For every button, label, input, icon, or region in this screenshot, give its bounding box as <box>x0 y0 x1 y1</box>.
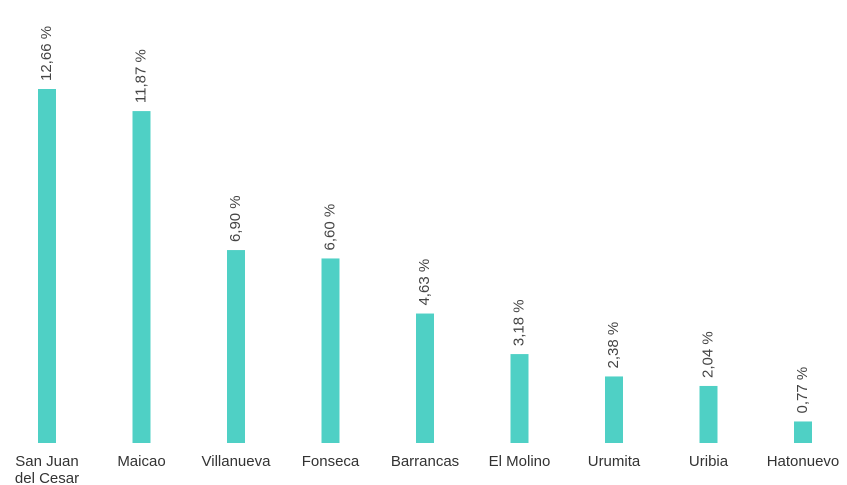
bar <box>605 376 623 443</box>
value-label: 2,04 % <box>699 331 716 378</box>
x-tick-label: Barrancas <box>390 453 460 470</box>
value-label: 0,77 % <box>794 367 811 414</box>
bar <box>227 250 245 443</box>
x-tick-label: Hatonuevo <box>766 453 840 470</box>
x-tick-label: Villanueva <box>201 453 271 470</box>
bar <box>38 89 56 443</box>
value-label: 12,66 % <box>38 26 55 81</box>
bar <box>794 421 812 443</box>
bar <box>510 354 529 443</box>
x-tick-label: Fonseca <box>301 453 360 470</box>
value-label: 6,60 % <box>321 204 338 251</box>
bar <box>416 313 434 443</box>
bar <box>132 111 151 443</box>
value-label: 2,38 % <box>605 322 622 369</box>
x-tick-label: Maicao <box>117 453 166 470</box>
x-tick-label: Uribia <box>688 453 729 470</box>
value-label: 11,87 % <box>132 49 149 103</box>
value-label: 4,63 % <box>416 259 433 306</box>
value-label: 6,90 % <box>227 195 244 242</box>
x-tick-label: Urumita <box>587 453 641 470</box>
x-tick-label: San Juan del Cesar <box>14 453 80 485</box>
x-tick-label: El Molino <box>488 453 551 470</box>
value-label: 3,18 % <box>510 299 527 346</box>
bar <box>699 385 718 443</box>
bar <box>321 258 340 443</box>
